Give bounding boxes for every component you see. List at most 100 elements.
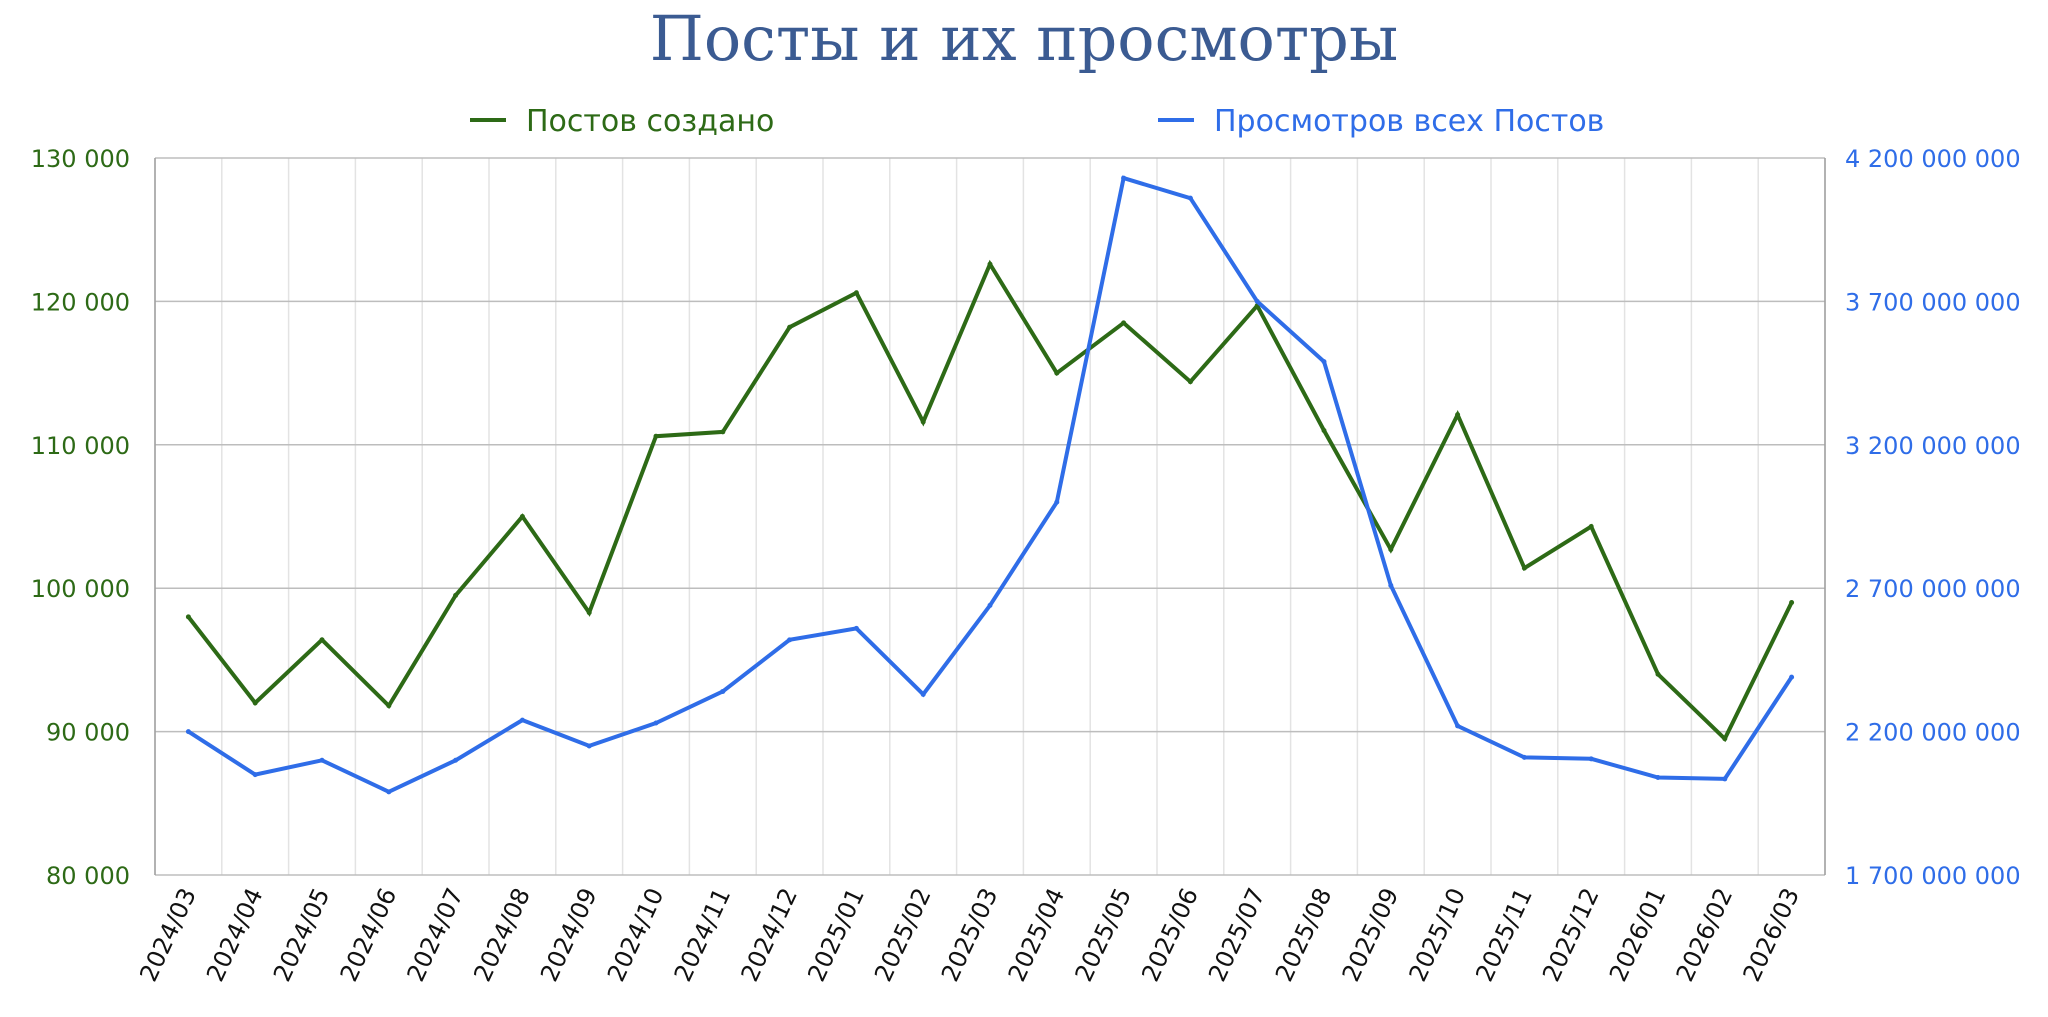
data-point-posts — [386, 703, 392, 709]
data-point-views — [1054, 499, 1060, 505]
legend-label-views: Просмотров всех Постов — [1214, 104, 1604, 139]
data-point-views — [519, 717, 525, 723]
x-axis-tick-label: 2024/09 — [535, 884, 603, 986]
data-point-views — [1722, 776, 1728, 782]
x-axis-tick-label: 2026/01 — [1604, 884, 1672, 986]
x-axis-ticks: 2024/03 2024/04 2024/05 2024/06 2024/07 2024/… — [134, 884, 1805, 986]
x-axis-tick-label: 2024/07 — [402, 884, 470, 986]
data-point-views — [987, 602, 993, 608]
data-point-posts — [853, 290, 859, 296]
right-axis-tick-label: 1 700 000 000 — [1845, 862, 2021, 890]
x-axis-tick-label: 2025/10 — [1404, 884, 1472, 986]
x-axis-tick-label: 2024/03 — [134, 884, 202, 986]
data-point-views — [1321, 359, 1327, 365]
series-line-posts — [186, 259, 1794, 743]
x-axis-tick-label: 2024/12 — [736, 884, 804, 986]
series-layer — [185, 175, 1795, 795]
legend: Постов создано Просмотров всех Постов — [470, 104, 1604, 139]
data-point-views — [453, 757, 459, 763]
right-axis-tick-label: 3 700 000 000 — [1845, 288, 2021, 316]
left-axis-ticks: 80 000 90 000 100 000 110 000 120 000 130 000 — [31, 145, 130, 890]
left-axis-tick-label: 100 000 — [31, 575, 130, 603]
data-point-posts — [1655, 671, 1661, 677]
data-point-views — [853, 625, 859, 631]
right-axis-tick-label: 3 200 000 000 — [1845, 432, 2021, 460]
data-point-views — [386, 789, 392, 795]
data-point-views — [720, 688, 726, 694]
data-point-views — [586, 743, 592, 749]
data-point-posts — [1455, 412, 1461, 418]
series-line-views — [187, 175, 1794, 795]
left-axis-tick-label: 130 000 — [31, 145, 130, 173]
data-point-posts — [519, 514, 525, 519]
x-axis-tick-label: 2024/11 — [669, 884, 737, 986]
x-axis-tick-label: 2024/10 — [602, 884, 670, 986]
left-axis-tick-label: 120 000 — [31, 288, 130, 316]
x-axis-tick-label: 2025/02 — [869, 884, 937, 986]
data-point-views — [319, 757, 325, 763]
grid-horizontal — [155, 157, 1825, 876]
data-point-views — [787, 637, 793, 643]
data-point-views — [1254, 298, 1260, 304]
x-axis-tick-label: 2026/02 — [1671, 884, 1739, 986]
x-axis-tick-label: 2024/08 — [468, 884, 536, 986]
legend-label-posts: Постов создано — [526, 104, 774, 139]
x-axis-tick-label: 2024/04 — [201, 884, 269, 986]
data-point-views — [1789, 674, 1795, 680]
data-point-views — [1455, 723, 1461, 729]
data-point-posts — [1187, 379, 1193, 385]
right-axis-tick-label: 2 700 000 000 — [1845, 575, 2021, 603]
data-point-posts — [720, 429, 726, 435]
data-point-posts — [1321, 427, 1327, 433]
right-axis-tick-label: 2 200 000 000 — [1845, 719, 2021, 747]
data-point-posts — [653, 433, 659, 439]
x-axis-tick-label: 2025/11 — [1470, 884, 1538, 986]
x-axis-tick-label: 2025/09 — [1337, 884, 1405, 986]
right-axis-ticks: 1 700 000 000 2 200 000 000 2 700 000 000 3… — [1845, 145, 2021, 890]
x-axis-tick-label: 2025/08 — [1270, 884, 1338, 986]
data-point-posts — [319, 637, 325, 643]
data-point-posts — [1588, 524, 1594, 530]
data-point-views — [1187, 195, 1193, 201]
x-axis-tick-label: 2025/07 — [1203, 884, 1271, 986]
data-point-views — [1121, 175, 1127, 181]
data-point-posts — [453, 592, 459, 598]
data-point-posts — [1789, 600, 1795, 606]
data-point-posts — [185, 614, 191, 620]
data-point-views — [185, 729, 191, 735]
x-axis-tick-label: 2025/03 — [936, 884, 1004, 986]
data-point-posts — [787, 324, 793, 330]
data-point-posts — [586, 610, 592, 616]
left-axis-tick-label: 90 000 — [46, 719, 130, 747]
data-point-views — [653, 720, 659, 726]
x-axis-tick-label: 2025/04 — [1003, 884, 1071, 986]
legend-item-views: Просмотров всех Постов — [1158, 104, 1604, 139]
left-axis-tick-label: 110 000 — [31, 432, 130, 460]
right-axis-tick-label: 4 200 000 000 — [1845, 145, 2021, 173]
x-axis-tick-label: 2025/12 — [1537, 884, 1605, 986]
left-axis-tick-label: 80 000 — [46, 862, 130, 890]
data-point-views — [252, 772, 258, 778]
chart-title: Посты и их просмотры — [650, 2, 1398, 75]
data-point-posts — [987, 261, 993, 267]
data-point-posts — [920, 419, 926, 425]
data-point-views — [920, 691, 926, 697]
data-point-posts — [1121, 320, 1127, 326]
data-point-views — [1655, 774, 1661, 780]
data-point-views — [1388, 582, 1394, 588]
x-axis-tick-label: 2025/01 — [802, 884, 870, 986]
data-point-views — [1588, 756, 1594, 762]
data-point-views — [1521, 754, 1527, 760]
x-axis-tick-label: 2025/06 — [1136, 884, 1204, 986]
x-axis-tick-label: 2024/06 — [335, 884, 403, 986]
data-point-posts — [1722, 736, 1728, 742]
axes — [154, 158, 1826, 875]
grid-vertical — [154, 158, 1826, 875]
data-point-posts — [252, 700, 258, 706]
x-axis-tick-label: 2025/05 — [1070, 884, 1138, 986]
x-axis-tick-label: 2024/05 — [268, 884, 336, 986]
data-point-posts — [1054, 370, 1060, 376]
data-point-posts — [1388, 546, 1394, 552]
